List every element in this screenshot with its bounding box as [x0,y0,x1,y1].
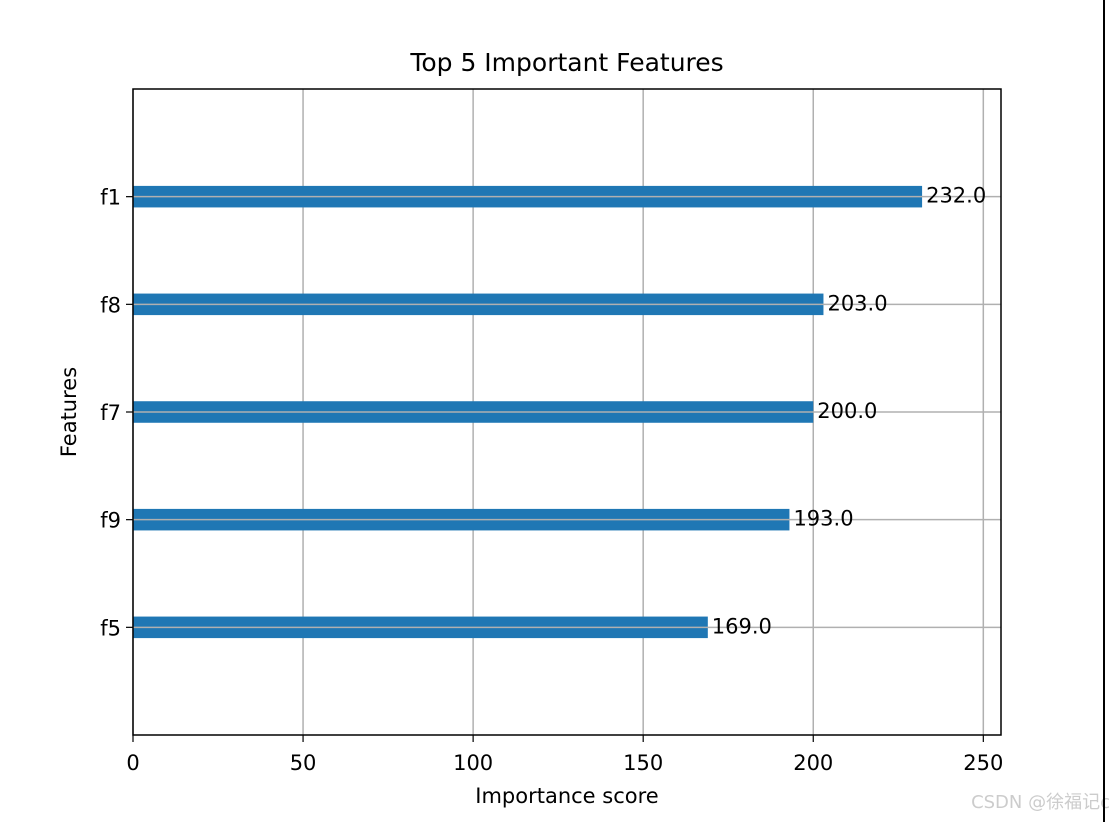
value-label: 169.0 [712,614,772,638]
chart-title: Top 5 Important Features [409,48,723,77]
y-tick-label: f5 [100,616,121,640]
x-tick-label: 200 [793,751,833,775]
x-tick-label: 250 [963,751,1003,775]
y-tick-label: f9 [100,509,121,533]
x-tick-label: 0 [126,751,139,775]
x-axis-label: Importance score [475,784,658,808]
value-label: 203.0 [827,291,887,315]
value-label: 232.0 [926,184,986,208]
x-tick-label: 150 [623,751,663,775]
watermark: CSDN @徐福记c [971,792,1110,813]
y-tick-label: f8 [100,293,121,317]
x-tick-label: 100 [453,751,493,775]
y-axis-label: Features [57,367,81,457]
y-tick-label: f7 [100,401,121,425]
value-label: 200.0 [817,399,877,423]
plot-frame [132,88,1002,736]
x-tick-label: 50 [290,751,317,775]
y-tick-label: f1 [100,186,121,210]
value-label: 193.0 [793,507,853,531]
